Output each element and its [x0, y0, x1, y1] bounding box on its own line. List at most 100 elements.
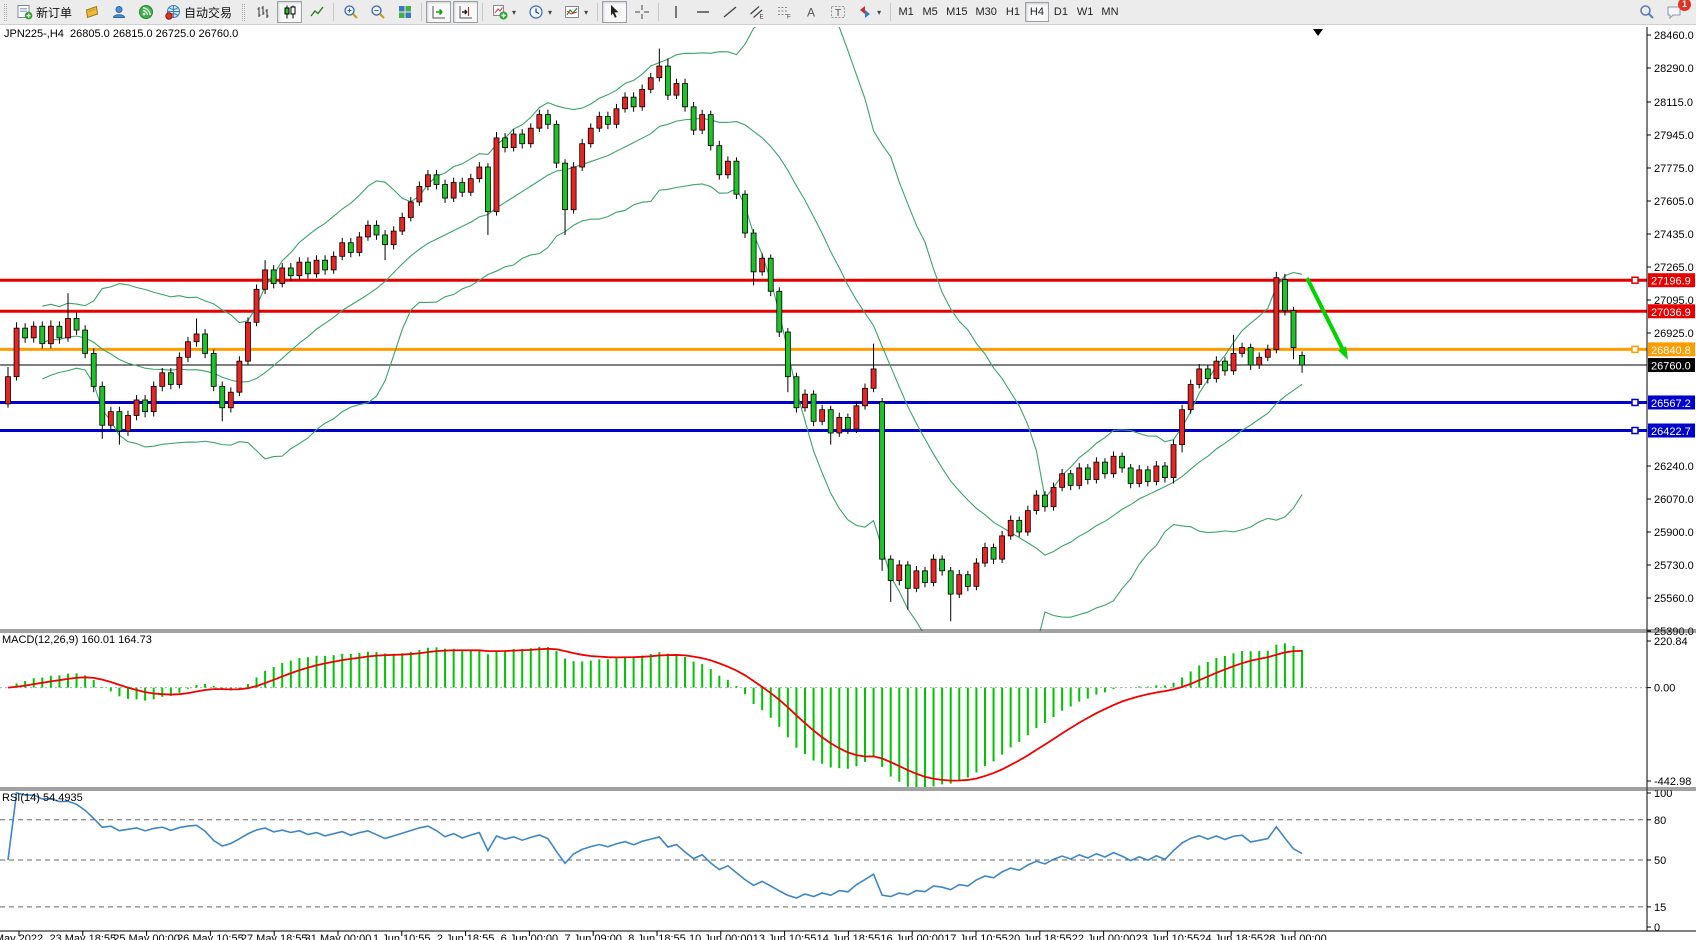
svg-text:22 Jun 00:00: 22 Jun 00:00	[1072, 933, 1136, 940]
shapes-button[interactable]: ▾	[852, 1, 886, 23]
trendline-button[interactable]	[717, 1, 742, 23]
macd-pane[interactable]	[0, 643, 1647, 789]
text-label-icon: T	[830, 6, 845, 19]
market-icon	[85, 5, 98, 19]
notifications-button[interactable]: 1	[1661, 0, 1691, 23]
rsi-pane[interactable]	[0, 792, 1647, 908]
svg-text:27036.9: 27036.9	[1651, 307, 1691, 319]
svg-text:25900.0: 25900.0	[1654, 527, 1694, 539]
svg-text:27605.0: 27605.0	[1654, 196, 1694, 208]
price-axis[interactable]: 28460.0 28290.0 28115.0 27945.0 27775.0 27605…	[1646, 27, 1694, 934]
chart-candles-button[interactable]	[277, 1, 303, 23]
cursor-icon	[610, 5, 619, 18]
timeframe-group: M1 M5 M15 M30 H1 H4 D1 W1 MN	[894, 2, 1122, 22]
chart-window[interactable]: 28460.0 28290.0 28115.0 27945.0 27775.0 27605…	[0, 25, 1696, 940]
svg-text:15: 15	[1654, 902, 1666, 914]
community-button[interactable]	[106, 1, 131, 23]
svg-text:25 May 00:00: 25 May 00:00	[113, 933, 180, 940]
line-handle[interactable]	[1631, 345, 1639, 354]
tile-windows-button[interactable]	[392, 1, 417, 23]
drawn-arrow-annotation[interactable]	[1305, 277, 1348, 360]
svg-text:28290.0: 28290.0	[1654, 63, 1694, 75]
price-label-26422.7: 26422.7	[1648, 423, 1695, 438]
timeframe-h4-button[interactable]: H4	[1024, 2, 1049, 22]
timeframe-h1-button[interactable]: H1	[1001, 2, 1025, 22]
tile-windows-icon	[398, 6, 411, 18]
autotrading-globe-icon	[165, 5, 181, 20]
line-handle[interactable]	[1631, 398, 1639, 407]
timeframe-w1-button[interactable]: W1	[1073, 2, 1098, 22]
svg-text:26070.0: 26070.0	[1654, 494, 1694, 506]
toolbar-grip[interactable]	[4, 3, 7, 21]
svg-text:24 Jun 18:55: 24 Jun 18:55	[1199, 933, 1263, 940]
svg-text:27945.0: 27945.0	[1654, 130, 1694, 142]
text-button[interactable]: A	[798, 1, 823, 23]
svg-text:27 May 18:55: 27 May 18:55	[241, 933, 308, 940]
chart-line-button[interactable]	[304, 1, 329, 23]
market-button[interactable]	[79, 1, 104, 23]
channel-button[interactable]: E	[744, 1, 769, 23]
indicators-button[interactable]: ▾	[487, 1, 521, 23]
svg-text:23 Jun 10:55: 23 Jun 10:55	[1136, 933, 1200, 940]
svg-text:26925.0: 26925.0	[1654, 328, 1694, 340]
chart-canvas[interactable]: 28460.0 28290.0 28115.0 27945.0 27775.0 27605…	[0, 25, 1696, 940]
chevron-down-icon: ▾	[512, 7, 517, 17]
svg-text:2 Jun 18:55: 2 Jun 18:55	[437, 933, 495, 940]
timeframe-mn-button[interactable]: MN	[1097, 2, 1122, 22]
svg-text:26567.2: 26567.2	[1651, 398, 1691, 410]
zoom-in-button[interactable]	[338, 1, 363, 23]
autotrading-button[interactable]: 自动交易	[160, 1, 237, 23]
bollinger-middle-band	[42, 117, 1303, 556]
horizontal-line-icon	[696, 11, 709, 13]
fibonacci-button[interactable]: F	[771, 1, 796, 23]
timeframe-d1-button[interactable]: D1	[1049, 2, 1073, 22]
crosshair-button[interactable]	[629, 1, 654, 23]
text-icon: A	[807, 6, 815, 20]
svg-text:27095.0: 27095.0	[1654, 295, 1694, 307]
indicators-icon	[493, 5, 508, 20]
chart-shift-marker[interactable]	[1313, 29, 1323, 36]
chart-bars-button[interactable]	[250, 1, 275, 23]
svg-text:8 Jun 18:55: 8 Jun 18:55	[628, 933, 686, 940]
main-pane[interactable]	[0, 25, 1647, 676]
vertical-line-button[interactable]	[663, 1, 688, 23]
line-handle[interactable]	[1631, 426, 1639, 435]
timeframe-m1-button[interactable]: M1	[894, 2, 918, 22]
toolbar-grip[interactable]	[242, 3, 246, 21]
cursor-button[interactable]	[602, 1, 628, 23]
svg-text:F: F	[787, 15, 791, 21]
search-icon	[1639, 5, 1654, 19]
svg-text:E: E	[759, 15, 763, 21]
svg-text:1 Jun 10:55: 1 Jun 10:55	[373, 933, 431, 940]
svg-text:27265.0: 27265.0	[1654, 262, 1694, 274]
svg-text:0: 0	[1654, 922, 1660, 934]
chart-shift-button[interactable]	[453, 1, 479, 23]
templates-button[interactable]: ▾	[559, 1, 593, 23]
zoom-out-button[interactable]	[365, 1, 390, 23]
svg-text:25730.0: 25730.0	[1654, 560, 1694, 572]
auto-scroll-button[interactable]	[426, 1, 452, 23]
rsi-indicator-label: RSI(14) 54.4935	[2, 792, 83, 804]
new-order-icon	[17, 5, 33, 20]
svg-text:May 2022: May 2022	[0, 933, 43, 940]
signals-button[interactable]	[133, 1, 158, 23]
search-button[interactable]	[1634, 1, 1659, 23]
svg-text:6 Jun 00:00: 6 Jun 00:00	[501, 933, 559, 940]
svg-text:28460.0: 28460.0	[1654, 30, 1694, 42]
line-handle[interactable]	[1631, 276, 1639, 284]
svg-text:27775.0: 27775.0	[1654, 163, 1694, 175]
zoom-out-icon	[370, 5, 385, 19]
chevron-down-icon: ▾	[877, 7, 882, 17]
periods-icon	[529, 5, 543, 19]
horizontal-line-button[interactable]	[690, 1, 715, 23]
svg-text:80: 80	[1654, 815, 1666, 827]
text-label-button[interactable]: T	[825, 1, 850, 23]
periods-button[interactable]: ▾	[523, 1, 557, 23]
timeframe-m15-button[interactable]: M15	[942, 2, 971, 22]
timeframe-m5-button[interactable]: M5	[918, 2, 942, 22]
new-order-button[interactable]: 新订单	[12, 1, 77, 23]
macd-histogram	[15, 643, 1304, 787]
timeframe-m30-button[interactable]: M30	[972, 2, 1001, 22]
shapes-icon	[860, 6, 871, 18]
